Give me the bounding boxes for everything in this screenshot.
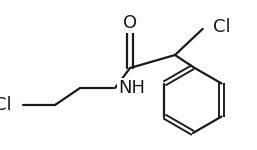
Text: Cl: Cl bbox=[213, 18, 231, 36]
Text: Cl: Cl bbox=[0, 96, 12, 114]
Text: O: O bbox=[123, 14, 137, 32]
Text: NH: NH bbox=[118, 79, 145, 97]
